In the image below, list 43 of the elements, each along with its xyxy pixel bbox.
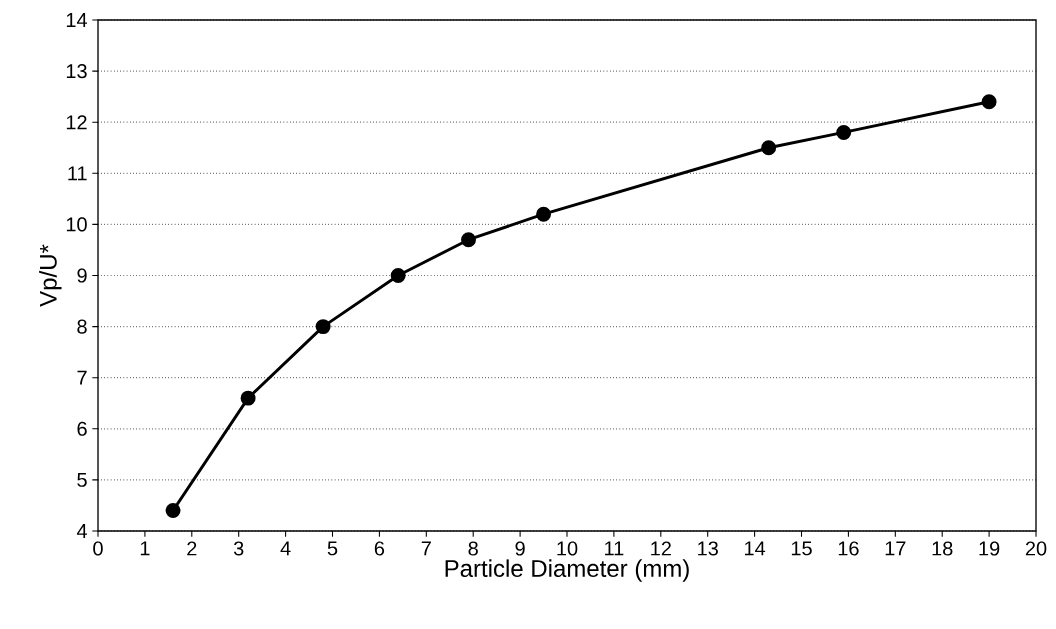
x-tick-label: 15 <box>791 541 812 556</box>
y-tick-label: 7 <box>77 370 87 385</box>
y-tick-label: 10 <box>66 217 87 232</box>
x-tick-label: 16 <box>838 541 859 556</box>
point <box>165 503 181 519</box>
y-axis-title: Vp/U* <box>39 244 62 307</box>
point <box>981 94 997 110</box>
point <box>761 140 777 156</box>
x-tick-label: 18 <box>932 541 953 556</box>
y-tick-label: 11 <box>68 166 87 181</box>
x-tick-label: 17 <box>885 541 906 556</box>
x-tick-label: 9 <box>515 541 525 556</box>
y-tick-label: 9 <box>77 268 87 283</box>
x-tick-label: 6 <box>374 541 385 556</box>
y-tick-label: 12 <box>66 115 87 130</box>
x-tick-label: 12 <box>651 541 671 556</box>
x-tick-label: 11 <box>605 541 624 556</box>
point <box>315 319 331 335</box>
x-tick-label: 0 <box>93 541 103 556</box>
x-tick-label: 4 <box>280 541 291 556</box>
x-tick-label: 14 <box>745 541 766 556</box>
x-axis-title: Particle Diameter (mm) <box>445 559 689 582</box>
x-tick-label: 10 <box>557 541 578 556</box>
point <box>536 206 552 222</box>
point <box>461 232 476 248</box>
y-tick-label: 4 <box>76 524 88 538</box>
x-tick-label: 19 <box>979 541 1000 556</box>
y-tick-label: 6 <box>77 421 87 436</box>
point <box>240 390 256 406</box>
x-tick-label: 2 <box>187 541 197 556</box>
y-tick-label: 8 <box>77 319 87 334</box>
x-tick-label: 7 <box>421 541 431 556</box>
point <box>390 268 406 283</box>
y-tick-label: 5 <box>77 472 87 487</box>
y-tick-label: 14 <box>66 13 88 27</box>
x-tick-label: 5 <box>327 541 338 556</box>
x-tick-label: 8 <box>468 541 478 556</box>
x-tick-label: 20 <box>1025 541 1047 556</box>
x-tick-label: 13 <box>698 541 718 556</box>
x-tick-label: 1 <box>140 541 150 556</box>
x-tick-label: 3 <box>233 541 244 556</box>
point <box>836 124 852 140</box>
y-tick-label: 13 <box>66 64 87 79</box>
